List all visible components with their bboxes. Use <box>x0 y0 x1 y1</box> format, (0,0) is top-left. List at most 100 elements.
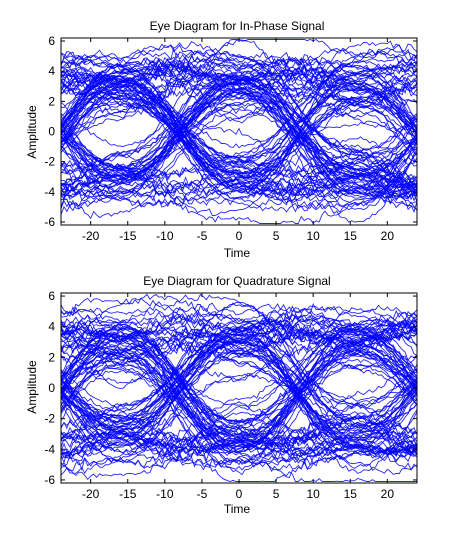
eye-trace <box>61 325 417 443</box>
x-tick-label: 5 <box>273 229 280 243</box>
eye-trace <box>61 93 417 205</box>
eye-trace <box>61 85 417 189</box>
eye-trace <box>61 81 417 193</box>
y-tick-label: 0 <box>48 381 55 395</box>
eye-trace <box>61 40 417 191</box>
x-tick-label: -20 <box>82 487 100 501</box>
eye-trace <box>61 57 417 142</box>
eye-trace <box>61 317 417 472</box>
x-axis: -20 -15 -10 -5 0 5 10 15 20 <box>82 38 394 243</box>
eye-trace <box>61 103 417 189</box>
eye-trace <box>61 44 417 202</box>
eye-trace <box>61 85 417 211</box>
x-tick-label: -20 <box>82 229 100 243</box>
x-tick-label: 20 <box>381 229 395 243</box>
eye-trace <box>61 344 417 449</box>
eye-trace <box>61 388 417 476</box>
eye-trace <box>61 78 417 143</box>
eye-trace <box>61 50 417 176</box>
eye-trace <box>61 327 417 474</box>
y-tick-label: -4 <box>44 185 55 199</box>
y-axis: -6 -4 -2 0 2 4 6 <box>44 34 417 229</box>
y-tick-label: -6 <box>44 215 55 229</box>
y-tick-label: -6 <box>44 473 55 487</box>
x-tick-label: 0 <box>236 487 243 501</box>
eye-trace <box>61 396 417 445</box>
eye-trace <box>61 54 417 147</box>
eye-trace <box>61 346 417 463</box>
eye-trace <box>61 57 417 96</box>
eye-trace <box>61 340 417 450</box>
x-tick-label: -10 <box>156 229 174 243</box>
x-tick-label: -5 <box>197 229 208 243</box>
eye-trace <box>61 326 417 435</box>
eye-trace <box>61 69 417 149</box>
chart-title: Eye Diagram for Quadrature Signal <box>143 274 330 288</box>
eye-trace <box>61 47 417 180</box>
eye-trace <box>61 81 417 199</box>
eye-trace <box>61 317 417 384</box>
y-tick-label: 4 <box>48 320 55 334</box>
x-tick-label: 0 <box>236 229 243 243</box>
y-tick-label: 6 <box>48 34 55 48</box>
x-axis-label: Time <box>224 246 251 260</box>
eye-trace <box>61 78 417 178</box>
y-axis-label: Amplitude <box>25 105 39 159</box>
eye-trace <box>61 101 417 193</box>
y-tick-label: -2 <box>44 155 55 169</box>
eye-trace <box>61 319 417 448</box>
eye-trace <box>61 311 417 402</box>
y-tick-label: 2 <box>48 350 55 364</box>
eye-trace <box>61 332 417 426</box>
eye-trace <box>61 86 417 199</box>
eye-trace <box>61 61 417 196</box>
eye-trace <box>61 382 417 457</box>
x-tick-label: -5 <box>197 487 208 501</box>
eye-trace <box>61 68 417 213</box>
eye-traces <box>61 293 417 483</box>
eye-trace <box>61 165 417 211</box>
y-tick-label: 4 <box>48 64 55 78</box>
eye-trace <box>61 62 417 136</box>
eye-trace <box>61 326 417 459</box>
eye-trace <box>61 55 417 191</box>
x-tick-label: 10 <box>306 229 320 243</box>
y-tick-label: 2 <box>48 94 55 108</box>
eye-trace <box>61 84 417 177</box>
eye-trace <box>61 318 417 466</box>
chart-inphase: Eye Diagram for In-Phase Signal Time Amp… <box>25 19 418 260</box>
x-axis-label: Time <box>224 502 251 516</box>
y-axis: -6 -4 -2 0 2 4 6 <box>44 289 417 487</box>
chart-quadrature: Eye Diagram for Quadrature Signal Time A… <box>25 274 418 516</box>
eye-trace <box>61 323 417 448</box>
eye-trace <box>61 70 417 175</box>
eye-trace <box>61 313 417 383</box>
eye-trace <box>61 293 417 439</box>
x-tick-label: 5 <box>273 487 280 501</box>
eye-trace <box>61 92 417 206</box>
eye-trace <box>61 92 417 183</box>
eye-traces <box>61 38 417 224</box>
eye-trace <box>61 319 417 389</box>
eye-trace <box>61 363 417 454</box>
eye-trace <box>61 394 417 470</box>
eye-trace <box>61 328 417 461</box>
x-tick-label: 15 <box>344 487 358 501</box>
eye-trace <box>61 326 417 408</box>
x-axis: -20 -15 -10 -5 0 5 10 15 20 <box>82 293 394 501</box>
y-tick-label: 0 <box>48 125 55 139</box>
eye-trace <box>61 43 417 216</box>
eye-trace <box>61 341 417 471</box>
eye-trace <box>61 297 417 375</box>
eye-trace <box>61 60 417 171</box>
eye-trace <box>61 334 417 402</box>
eye-trace <box>61 61 417 214</box>
eye-trace <box>61 82 417 209</box>
y-tick-label: -4 <box>44 442 55 456</box>
x-tick-label: 20 <box>381 487 395 501</box>
y-tick-label: 6 <box>48 289 55 303</box>
